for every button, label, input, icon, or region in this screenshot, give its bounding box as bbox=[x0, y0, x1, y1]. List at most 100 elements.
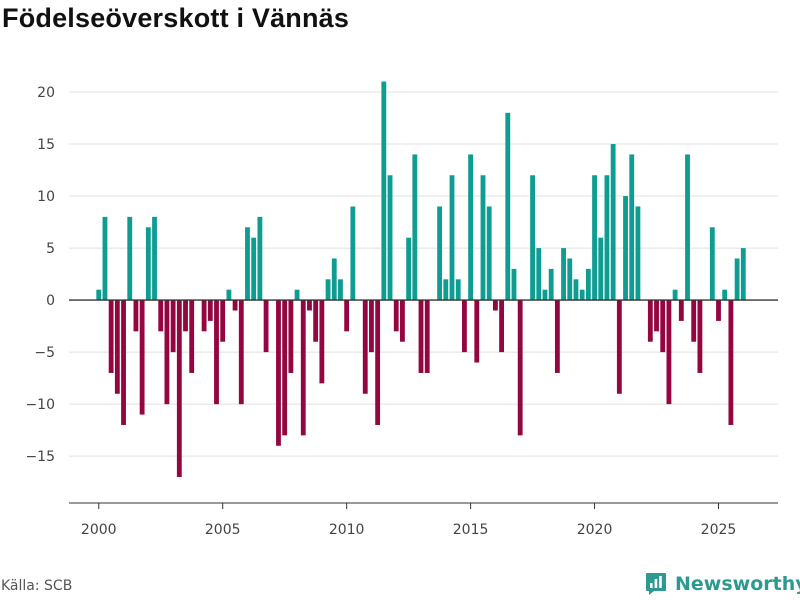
y-tick-label: 5 bbox=[46, 241, 55, 257]
x-tick-label: 2025 bbox=[701, 522, 737, 538]
bar bbox=[121, 300, 126, 425]
bar bbox=[678, 300, 684, 321]
bar bbox=[313, 300, 319, 342]
bar bbox=[245, 227, 250, 301]
bar bbox=[350, 206, 356, 301]
bar bbox=[300, 300, 306, 436]
bar bbox=[691, 300, 697, 342]
bar bbox=[201, 300, 207, 332]
y-tick-label: 20 bbox=[37, 85, 55, 101]
bar bbox=[232, 300, 238, 311]
bar bbox=[536, 248, 542, 301]
y-tick-label: 10 bbox=[37, 189, 55, 205]
bar bbox=[152, 216, 157, 301]
bar bbox=[697, 300, 703, 373]
bar bbox=[282, 300, 288, 436]
bar bbox=[412, 154, 418, 301]
bar bbox=[406, 237, 412, 301]
bar bbox=[604, 175, 610, 301]
y-tick-label: −15 bbox=[25, 449, 55, 465]
bar bbox=[734, 258, 740, 301]
source-label: Källa: SCB bbox=[1, 578, 73, 594]
grid-lines bbox=[69, 91, 778, 457]
bar bbox=[108, 300, 114, 373]
y-tick-label: 0 bbox=[46, 293, 55, 309]
bar bbox=[486, 206, 492, 301]
bar bbox=[722, 289, 728, 301]
bar bbox=[387, 175, 393, 301]
bar bbox=[554, 300, 560, 373]
bar bbox=[530, 175, 535, 301]
bar bbox=[400, 300, 405, 342]
x-tick-label: 2020 bbox=[577, 522, 613, 538]
bar bbox=[114, 300, 120, 394]
bar bbox=[170, 300, 176, 353]
bar bbox=[294, 289, 300, 301]
bar bbox=[573, 279, 579, 301]
bar bbox=[585, 268, 591, 301]
bar bbox=[505, 112, 511, 301]
bar bbox=[740, 248, 746, 301]
bar bbox=[257, 216, 263, 301]
bar bbox=[288, 300, 294, 373]
bar bbox=[220, 300, 226, 342]
bar bbox=[455, 279, 461, 301]
bar bbox=[647, 300, 653, 342]
bar bbox=[716, 300, 721, 321]
bar bbox=[567, 258, 573, 301]
bar bbox=[338, 279, 343, 301]
bar bbox=[183, 300, 188, 332]
bar bbox=[511, 268, 517, 301]
bar bbox=[561, 248, 566, 301]
bars bbox=[96, 81, 746, 477]
bar bbox=[548, 268, 554, 301]
bar bbox=[579, 289, 585, 301]
bar bbox=[251, 237, 257, 301]
x-tick-label: 2010 bbox=[329, 522, 365, 538]
bar bbox=[319, 300, 325, 384]
bar bbox=[325, 279, 331, 301]
bar bbox=[214, 300, 219, 405]
bar bbox=[418, 300, 424, 373]
bar bbox=[598, 237, 604, 301]
bar bbox=[685, 154, 690, 301]
bar bbox=[592, 175, 597, 301]
bar bbox=[468, 154, 474, 301]
bar bbox=[207, 300, 213, 321]
bar bbox=[226, 289, 232, 301]
bar bbox=[96, 289, 102, 301]
bar bbox=[492, 300, 498, 311]
chart-title: Födelseöverskott i Vännäs bbox=[2, 3, 350, 33]
bar bbox=[393, 300, 399, 332]
brand-logo[interactable]: Newsworthy bbox=[645, 569, 800, 599]
bar bbox=[672, 289, 678, 301]
bar bbox=[623, 196, 628, 301]
bar bbox=[499, 300, 504, 353]
bar bbox=[164, 300, 170, 405]
bar bbox=[238, 300, 244, 405]
x-tick-label: 2015 bbox=[453, 522, 489, 538]
bar bbox=[542, 289, 548, 301]
bar bbox=[133, 300, 139, 332]
bar bbox=[480, 175, 486, 301]
bar bbox=[139, 300, 145, 415]
bar bbox=[369, 300, 374, 353]
bar bbox=[127, 216, 133, 301]
axes: −15 −10 −5 0 5 10 15 20 2000 2005 2010 2015 2020 2025 bbox=[25, 85, 778, 538]
y-tick-label: −10 bbox=[25, 397, 55, 413]
bar bbox=[307, 300, 312, 311]
bar bbox=[616, 300, 622, 394]
y-tick-label: 15 bbox=[37, 137, 55, 153]
bar bbox=[709, 227, 715, 301]
bar bbox=[263, 300, 269, 353]
bar bbox=[443, 279, 449, 301]
bar bbox=[517, 300, 523, 436]
bar-chart-logo-icon bbox=[646, 573, 666, 595]
bar bbox=[176, 300, 182, 477]
bar bbox=[158, 300, 164, 332]
bar bbox=[331, 258, 337, 301]
x-tick-label: 2000 bbox=[81, 522, 117, 538]
bar bbox=[344, 300, 350, 332]
bar bbox=[375, 300, 381, 425]
